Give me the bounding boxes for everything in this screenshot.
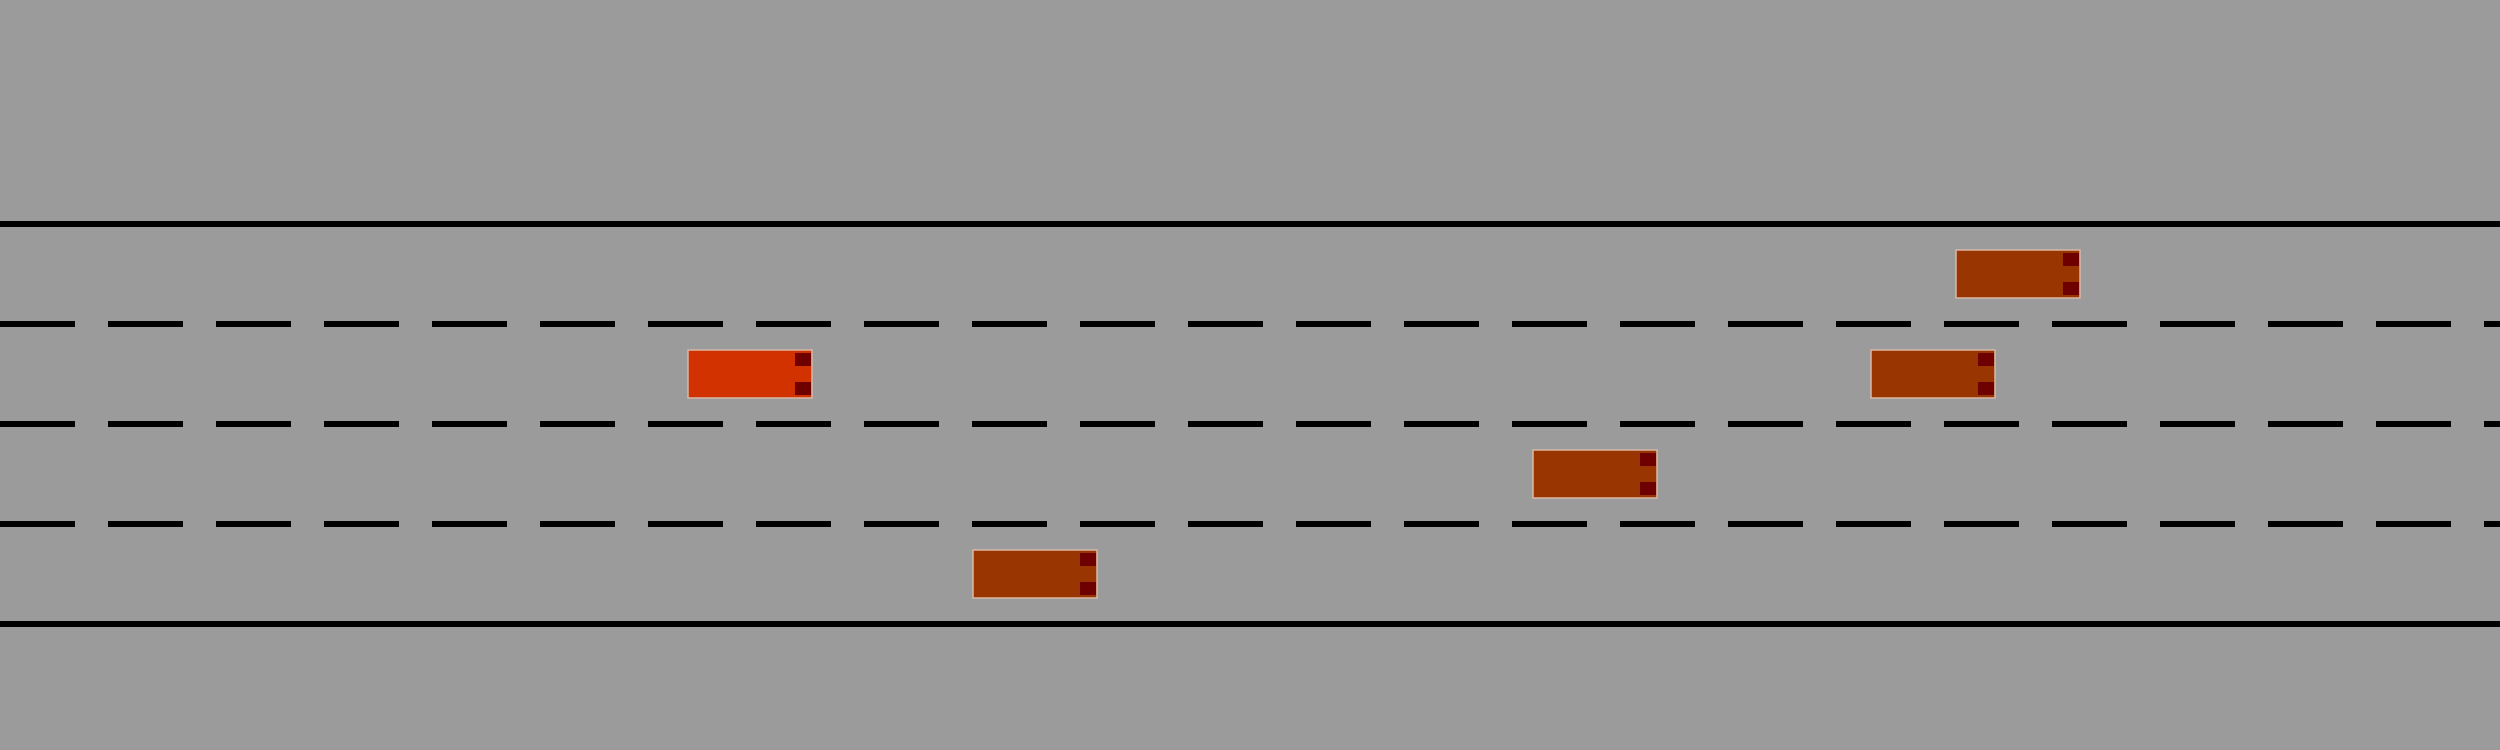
- car-4-light-left: [1080, 553, 1096, 566]
- vehicles: [687, 249, 2081, 599]
- car-1-body: [1955, 249, 2081, 299]
- car-2: [1870, 349, 1996, 399]
- car-4: [972, 549, 1098, 599]
- car-3-light-left: [1640, 453, 1656, 466]
- car-3-light-right: [1640, 482, 1656, 495]
- car-2-body: [1870, 349, 1996, 399]
- lane-markings: [0, 221, 2500, 627]
- car-3-body: [1532, 449, 1658, 499]
- car-2-light-right: [1978, 382, 1994, 395]
- car-1: [1955, 249, 2081, 299]
- car-1-light-right: [2063, 282, 2079, 295]
- car-3: [1532, 449, 1658, 499]
- ego-car: [687, 349, 813, 399]
- car-1-light-left: [2063, 253, 2079, 266]
- car-2-light-left: [1978, 353, 1994, 366]
- ego-car-body: [687, 349, 813, 399]
- ego-car-light-left: [795, 353, 811, 366]
- car-4-light-right: [1080, 582, 1096, 595]
- car-4-body: [972, 549, 1098, 599]
- ego-car-light-right: [795, 382, 811, 395]
